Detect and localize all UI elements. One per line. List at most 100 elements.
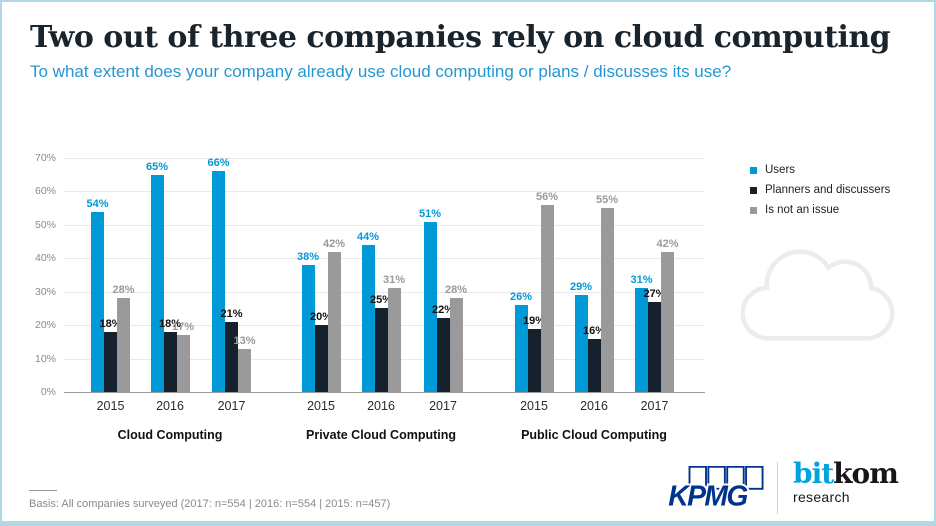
group-label: Private Cloud Computing	[306, 428, 456, 442]
footer-rule	[29, 490, 57, 491]
bar-users-cloud-computing-2017	[212, 171, 225, 392]
bar-value-label: 66%	[207, 157, 230, 170]
x-axis-year-label: 2017	[429, 399, 457, 413]
bar-is-not-an-issue-private-cloud-computing-2015	[327, 251, 341, 392]
bar-is-not-an-issue-cloud-computing-2015	[117, 298, 130, 392]
y-axis-tick-label: 40%	[34, 252, 56, 265]
bar-value-label: 44%	[356, 230, 380, 243]
bar-value-label: 56%	[535, 190, 559, 203]
y-axis-tick-label: 10%	[34, 352, 56, 365]
bar-planners-and-discussers-private-cloud-computing-2015	[314, 325, 328, 392]
bar-planners-and-discussers-private-cloud-computing-2017	[436, 318, 450, 392]
bar-value-label: 65%	[145, 160, 169, 173]
bar-value-label: 28%	[444, 284, 468, 297]
bar-value-label: 42%	[656, 237, 679, 250]
bar-is-not-an-issue-cloud-computing-2017	[238, 348, 251, 392]
x-axis-year-label: 2015	[96, 399, 125, 413]
x-axis-year-label: 2017	[217, 399, 246, 413]
bar-users-private-cloud-computing-2015	[301, 264, 315, 392]
y-axis-tick-label: 20%	[34, 319, 56, 332]
bar-is-not-an-issue-private-cloud-computing-2017	[449, 298, 463, 392]
bar-is-not-an-issue-cloud-computing-2016	[176, 335, 190, 392]
bar-is-not-an-issue-public-cloud-computing-2016	[600, 208, 614, 392]
legend-item: Users	[750, 164, 890, 176]
bar-value-label: 13%	[233, 334, 256, 347]
basis-note: Basis: All companies surveyed (2017: n=5…	[29, 498, 391, 510]
logo-divider	[777, 462, 778, 514]
bar-is-not-an-issue-public-cloud-computing-2017	[661, 251, 674, 392]
bar-value-label: 26%	[509, 291, 533, 304]
x-axis-year-label: 2017	[640, 399, 669, 413]
gridline	[64, 258, 705, 260]
x-axis-year-label: 2016	[367, 399, 395, 413]
bar-value-label: 31%	[630, 274, 653, 287]
bar-value-label: 29%	[569, 281, 593, 294]
group-label: Public Cloud Computing	[521, 428, 667, 442]
x-axis-year-label: 2015	[307, 399, 335, 413]
bar-planners-and-discussers-cloud-computing-2016	[163, 331, 177, 392]
bar-value-label: 55%	[595, 194, 619, 207]
bar-planners-and-discussers-public-cloud-computing-2017	[648, 301, 661, 392]
page-title: Two out of three companies rely on cloud…	[30, 20, 891, 55]
legend-swatch	[750, 186, 757, 194]
bar-users-public-cloud-computing-2017	[635, 288, 648, 392]
bar-users-public-cloud-computing-2016	[574, 295, 588, 392]
bar-value-label: 54%	[86, 197, 109, 210]
bar-users-public-cloud-computing-2015	[514, 305, 528, 392]
bar-planners-and-discussers-public-cloud-computing-2015	[527, 328, 541, 392]
bar-users-cloud-computing-2016	[150, 174, 164, 392]
bar-users-private-cloud-computing-2017	[423, 221, 437, 392]
bar-is-not-an-issue-private-cloud-computing-2016	[387, 288, 401, 392]
kpmg-wordmark: KPMG	[668, 479, 748, 510]
y-axis-tick-label: 30%	[34, 285, 56, 298]
bar-planners-and-discussers-cloud-computing-2015	[104, 331, 117, 392]
gridline	[64, 392, 705, 393]
y-axis-tick-label: 0%	[40, 386, 56, 398]
legend-item: Planners and discussers	[750, 184, 890, 196]
legend-swatch	[750, 206, 757, 214]
legend-label: Is not an issue	[765, 204, 840, 216]
x-axis-year-label: 2015	[520, 399, 548, 413]
bar-users-cloud-computing-2015	[91, 211, 104, 392]
bar-value-label: 18%	[158, 317, 182, 330]
bar-value-label: 28%	[112, 284, 135, 297]
x-axis-year-label: 2016	[580, 399, 608, 413]
bar-planners-and-discussers-cloud-computing-2017	[225, 321, 238, 392]
page-subtitle: To what extent does your company already…	[30, 62, 732, 81]
bar-value-label: 16%	[582, 324, 606, 337]
legend-swatch	[750, 166, 757, 174]
gridline	[64, 224, 705, 226]
bar-value-label: 21%	[220, 307, 243, 320]
bar-is-not-an-issue-public-cloud-computing-2015	[540, 204, 554, 392]
bar-value-label: 18%	[99, 317, 122, 330]
bar-value-label: 20%	[309, 311, 333, 324]
bar-value-label: 51%	[418, 207, 442, 220]
group-label: Cloud Computing	[117, 428, 223, 442]
y-axis-tick-label: 50%	[34, 218, 56, 231]
legend-label: Users	[765, 164, 796, 176]
bar-planners-and-discussers-private-cloud-computing-2016	[374, 308, 388, 392]
bar-planners-and-discussers-public-cloud-computing-2016	[587, 338, 601, 392]
legend-label: Planners and discussers	[765, 184, 891, 196]
bar-value-label: 25%	[369, 294, 393, 307]
bar-value-label: 38%	[296, 250, 320, 263]
bar-value-label: 19%	[522, 314, 546, 327]
bitkom-research-label: research	[793, 489, 850, 505]
gridline	[64, 191, 705, 193]
chart-legend: Users Planners and discussers Is not an is…	[750, 164, 890, 224]
bar-value-label: 17%	[171, 321, 195, 334]
bar-value-label: 42%	[322, 237, 346, 250]
bar-value-label: 22%	[431, 304, 455, 317]
gridline	[64, 158, 705, 159]
bar-value-label: 31%	[382, 274, 406, 287]
y-axis-tick-label: 60%	[34, 185, 56, 198]
cloud-icon	[740, 249, 895, 341]
gridline	[64, 291, 705, 293]
bar-chart: 0% 10% 20% 30% 40% 50% 60% 70% 54% 18% 28% 2015 65% 1…	[35, 152, 705, 442]
y-axis-tick-label: 70%	[34, 152, 56, 164]
bar-value-label: 27%	[643, 287, 666, 300]
bar-users-private-cloud-computing-2016	[361, 244, 375, 392]
x-axis-year-label: 2016	[156, 399, 184, 413]
legend-item: Is not an issue	[750, 204, 890, 216]
